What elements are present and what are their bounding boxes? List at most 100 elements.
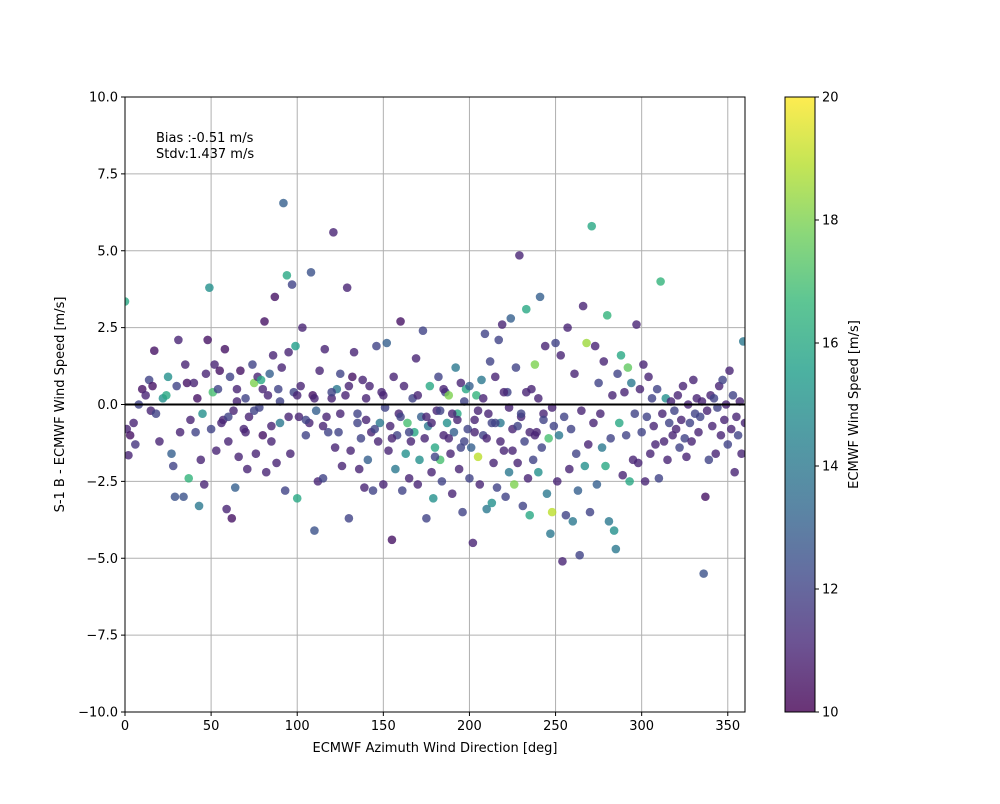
scatter-point (406, 437, 416, 446)
scatter-point (327, 387, 336, 397)
scatter-point (267, 437, 276, 446)
scatter-point (213, 384, 223, 394)
scatter-point (444, 390, 454, 400)
scatter-point (358, 375, 367, 385)
scatter-point (427, 467, 436, 477)
scatter-point (472, 390, 481, 400)
scatter-point (341, 390, 350, 400)
scatter-point (701, 492, 710, 502)
scatter-point (456, 378, 466, 388)
scatter-point (277, 363, 287, 372)
x-axis-ticks: 0 50 100 150 200 250 300 350 (121, 712, 740, 734)
scatter-point (664, 418, 674, 428)
scatter-point (387, 434, 397, 443)
scatter-point (384, 446, 393, 455)
scatter-point (475, 480, 485, 489)
scatter-point (385, 421, 395, 431)
scatter-point (602, 311, 612, 320)
scatter-point (224, 412, 233, 422)
scatter-point (318, 474, 328, 483)
scatter-point (726, 424, 736, 434)
scatter-point (614, 418, 624, 428)
scatter-point (592, 480, 602, 489)
scatter-point (559, 412, 569, 422)
scatter-point (363, 455, 373, 465)
scatter-point (604, 517, 614, 526)
scatter-point (523, 474, 533, 483)
scatter-point (296, 381, 305, 391)
scatter-point (613, 369, 622, 379)
scatter-point (162, 390, 171, 400)
scatter-point (382, 338, 392, 348)
scatter-point (258, 384, 268, 394)
scatter-point (468, 538, 478, 548)
scatter-point (608, 390, 617, 400)
scatter-point (720, 415, 729, 425)
scatter-point (256, 375, 266, 385)
scatter-point (682, 452, 691, 462)
scatter-point (327, 394, 336, 403)
scatter-point (284, 347, 293, 357)
scatter-point (492, 483, 502, 492)
scatter-point (194, 501, 204, 511)
scatter-point (525, 510, 535, 520)
scatter-point (205, 283, 214, 292)
scatter-point (558, 557, 567, 566)
scatter-point (609, 526, 619, 535)
scatter-point (490, 418, 500, 428)
scatter-point (368, 486, 378, 495)
scatter-point (282, 271, 292, 280)
scatter-point (704, 455, 714, 465)
scatter-point (511, 363, 521, 372)
scatter-point (540, 341, 550, 351)
y-tick-label: −5.0 (86, 552, 118, 567)
scatter-point (687, 437, 696, 446)
scatter-point (179, 492, 188, 502)
scatter-point (473, 406, 483, 415)
scatter-point (680, 434, 690, 443)
scatter-point (225, 372, 235, 382)
scatter-point (175, 427, 185, 437)
scatter-point (640, 477, 650, 486)
scatter-point (379, 480, 388, 489)
scatter-point (241, 394, 250, 403)
scatter-point (675, 443, 684, 452)
scatter-point (184, 474, 194, 483)
scatter-point (353, 418, 362, 428)
scatter-point (501, 492, 510, 502)
colorbar-tick-label: 10 (822, 706, 839, 721)
scatter-point (227, 513, 237, 523)
scatter-point (232, 384, 242, 394)
scatter-point (211, 446, 221, 455)
scatter-point (193, 394, 202, 403)
scatter-point (601, 461, 610, 471)
scatter-point (353, 409, 362, 419)
scatter-point (732, 412, 741, 422)
scatter-point (242, 464, 252, 474)
scatter-point (291, 341, 300, 351)
scatter-point (521, 304, 531, 314)
scatter-point (695, 412, 705, 422)
colorbar-label: ECMWF Wind Speed [m/s] (847, 320, 862, 489)
scatter-point (539, 409, 548, 419)
scatter-point (651, 440, 660, 449)
scatter-point (404, 474, 414, 483)
scatter-point (199, 480, 209, 489)
scatter-point (186, 415, 195, 425)
scatter-point (596, 409, 605, 419)
scatter-point (583, 440, 593, 449)
scatter-point (630, 409, 640, 419)
scatter-point (270, 292, 280, 302)
scatter-point (663, 455, 672, 465)
x-tick-label: 350 (715, 719, 740, 734)
scatter-point (633, 458, 643, 468)
scatter-point (716, 430, 726, 440)
scatter-point (170, 492, 180, 502)
scatter-point (447, 489, 457, 498)
scatter-point (618, 470, 628, 480)
colorbar-tick-label: 16 (822, 337, 839, 352)
scatter-point (413, 390, 423, 400)
scatter-point (354, 464, 364, 474)
scatter-point (125, 450, 133, 460)
scatter-point (265, 369, 274, 379)
